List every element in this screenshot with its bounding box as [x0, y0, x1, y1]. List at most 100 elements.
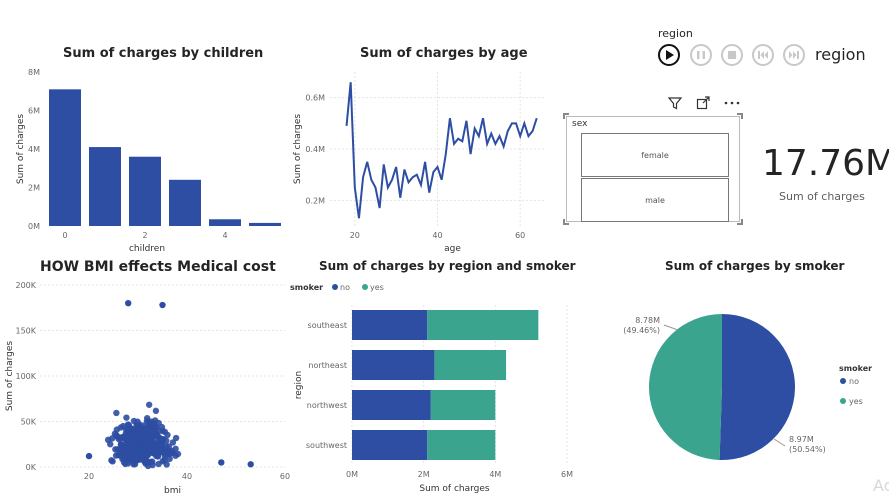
previous-button[interactable] — [752, 44, 774, 66]
y-tick-label: 8M — [28, 68, 40, 77]
resize-handle-tl[interactable] — [563, 113, 569, 119]
stacked-bar-segment — [352, 390, 431, 420]
filter-icon[interactable] — [668, 96, 682, 110]
scatter-point — [112, 446, 119, 453]
scatter-point — [142, 430, 149, 437]
y-tick-label: 0K — [26, 463, 37, 472]
region-smoker-chart-title: Sum of charges by region and smoker — [319, 259, 576, 273]
scatter-point — [113, 409, 120, 417]
age-line-chart: 0.2M 0.4M 0.6M 20 40 60 age Sum of charges — [293, 72, 545, 254]
play-button[interactable] — [658, 44, 680, 66]
legend-title: smoker — [290, 283, 323, 292]
scatter-point — [144, 459, 151, 466]
scatter-point — [85, 452, 93, 460]
stacked-bar-segment — [427, 430, 496, 460]
x-tick-label: 0 — [62, 231, 67, 240]
x-tick-label: 20 — [84, 472, 94, 481]
scatter-point — [135, 447, 142, 454]
slicer-option-female[interactable]: female — [581, 133, 729, 177]
x-axis-label: Sum of charges — [419, 484, 490, 494]
slicer-header: sex — [572, 119, 588, 129]
scatter-point — [162, 450, 169, 458]
legend-marker — [332, 284, 338, 290]
stacked-bar-segment — [427, 310, 539, 340]
play-icon — [666, 50, 674, 60]
scatter-point — [165, 443, 173, 450]
stop-icon — [728, 51, 736, 59]
x-tick-label: 40 — [182, 472, 192, 481]
legend-label: no — [849, 377, 859, 386]
scatter-point — [155, 460, 162, 468]
bar — [129, 156, 161, 226]
x-axis-label: bmi — [164, 486, 181, 496]
scatter-point — [124, 437, 131, 445]
x-tick-label: 60 — [515, 231, 525, 240]
y-tick-label: 100K — [15, 372, 36, 381]
x-tick-label: 4M — [489, 470, 501, 479]
scatter-point — [122, 426, 130, 433]
y-tick-label: northeast — [308, 361, 347, 370]
legend-label: yes — [370, 283, 384, 292]
scatter-point — [134, 424, 141, 432]
slicer-option-male[interactable]: male — [581, 178, 729, 222]
bar — [89, 147, 121, 226]
play-axis-current-label: region — [815, 45, 866, 64]
x-axis-label: age — [444, 244, 461, 254]
y-tick-label: 200K — [15, 281, 36, 290]
y-axis-label: Sum of charges — [293, 114, 303, 185]
stop-button[interactable] — [721, 44, 743, 66]
y-tick-label: 0.2M — [305, 196, 325, 205]
scatter-point — [132, 431, 139, 438]
bar — [49, 89, 81, 226]
pie-slice — [649, 314, 722, 460]
previous-icon — [758, 51, 768, 59]
next-button[interactable] — [783, 44, 805, 66]
smoker-chart-title: Sum of charges by smoker — [665, 259, 845, 273]
play-axis-field-label: region — [658, 27, 693, 40]
scatter-point — [143, 414, 151, 422]
pause-button[interactable] — [690, 44, 712, 66]
scatter-point — [126, 431, 133, 438]
scatter-point — [139, 424, 146, 431]
scatter-point — [218, 459, 225, 466]
bar — [169, 179, 201, 226]
x-tick-label: 2 — [142, 231, 147, 240]
y-axis-label: Sum of charges — [5, 341, 15, 412]
bmi-scatter-chart: 0K 50K 100K 150K 200K 20 40 60 bmi Sum of charges — [5, 281, 290, 496]
scatter-point — [158, 438, 165, 446]
bmi-chart-title: HOW BMI effects Medical cost — [40, 259, 276, 275]
stacked-bar-segment — [430, 390, 496, 420]
pie-slice — [719, 314, 796, 460]
scatter-point — [247, 461, 254, 468]
smoker-pie-chart: 8.97M(50.54%) 8.78M(49.46%) smoker no yes — [623, 314, 872, 460]
y-axis-label: Sum of charges — [16, 114, 26, 185]
focus-mode-icon[interactable] — [696, 96, 710, 110]
children-chart-title: Sum of charges by children — [63, 46, 264, 61]
x-tick-label: 20 — [350, 231, 360, 240]
y-tick-label: 0.4M — [305, 145, 325, 154]
scatter-point — [123, 414, 130, 421]
card-value: 17.76M — [762, 143, 889, 184]
scatter-point — [125, 300, 132, 307]
scatter-point — [164, 431, 171, 439]
y-tick-label: southwest — [306, 441, 347, 450]
resize-handle-bl[interactable] — [563, 219, 569, 225]
pause-icon — [697, 51, 705, 59]
scatter-point — [130, 447, 137, 454]
y-tick-label: 2M — [28, 184, 40, 193]
leader-line — [663, 324, 679, 331]
leader-line — [773, 438, 786, 447]
resize-handle-tr[interactable] — [737, 113, 743, 119]
scatter-point — [140, 444, 147, 452]
scatter-point — [151, 442, 159, 449]
scatter-point — [120, 459, 128, 466]
resize-handle-br[interactable] — [737, 219, 743, 225]
stacked-bar-segment — [352, 350, 435, 380]
region-smoker-bar-chart: smoker no yes 0M 2M 4M 6M southeast northeast nor… — [290, 283, 573, 494]
more-options-icon[interactable] — [724, 100, 740, 106]
y-tick-label: 6M — [28, 107, 40, 116]
scatter-point — [126, 451, 133, 459]
y-tick-label: 150K — [15, 327, 36, 336]
scatter-point — [107, 440, 114, 448]
series-line — [345, 82, 538, 219]
